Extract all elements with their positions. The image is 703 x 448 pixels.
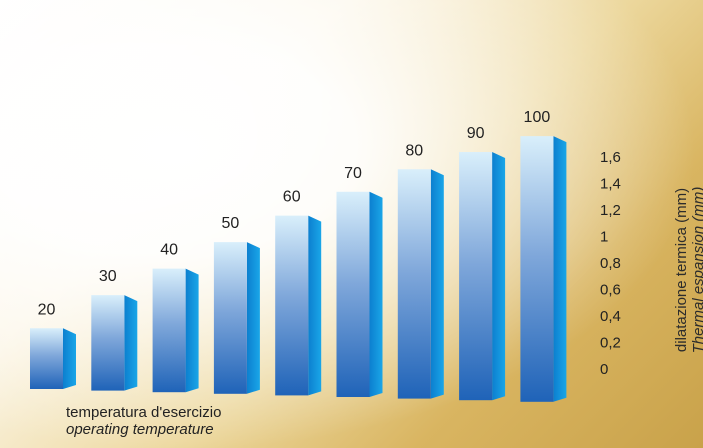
y-tick-label: 0,2: [600, 335, 621, 352]
bar-side: [430, 169, 444, 399]
y-tick-label: 1: [600, 229, 608, 246]
bar-20: 20: [30, 301, 76, 389]
bar-label: 30: [99, 268, 117, 285]
bar-side: [553, 136, 567, 402]
bar-label: 60: [283, 189, 301, 206]
bar-front: [91, 295, 125, 391]
y-tick-label: 1,4: [600, 176, 621, 193]
bar-label: 50: [222, 215, 240, 232]
bar-side: [492, 152, 506, 401]
bar-50: 50: [213, 215, 260, 394]
y-axis-title-italian: dilatazione termica (mm): [673, 187, 690, 353]
bar-60: 60: [275, 189, 322, 396]
bar-front: [459, 152, 493, 401]
bar-side: [308, 215, 322, 396]
x-axis-title-italian: temperatura d'esercizio: [66, 404, 222, 421]
bar-40: 40: [152, 242, 199, 393]
bar-front: [30, 328, 63, 389]
bar-label: 70: [344, 165, 362, 182]
x-axis-title: temperatura d'esercizio operating temper…: [66, 404, 221, 438]
bar-label: 100: [524, 109, 551, 126]
bar-label: 20: [38, 301, 56, 318]
y-tick-label: 1,2: [600, 202, 621, 219]
bar-side: [185, 268, 199, 393]
bar-front: [520, 136, 554, 402]
x-axis-title-english: operating temperature: [66, 421, 214, 438]
y-axis: 0 0,2 0,4 0,6 0,8 1 1,2 1,4 1,6: [600, 149, 621, 378]
bar-front: [397, 169, 431, 399]
y-tick-label: 1,6: [600, 149, 621, 166]
y-tick-label: 0,4: [600, 308, 621, 325]
bar-label: 90: [467, 125, 485, 142]
bar-90: 90: [459, 125, 506, 401]
bar-front: [336, 191, 370, 397]
bar-100: 100: [520, 109, 567, 402]
bar-front: [213, 242, 247, 394]
bar-side: [63, 328, 76, 389]
bar-front: [152, 268, 186, 393]
bar-label: 80: [405, 142, 423, 159]
bar-side: [246, 242, 260, 394]
bar-label: 40: [160, 242, 178, 259]
bar-30: 30: [91, 268, 138, 391]
y-tick-label: 0,6: [600, 282, 621, 299]
bar-side: [124, 295, 138, 391]
y-axis-title-english: Thermal espansion (mm): [690, 186, 703, 354]
y-axis-title: dilatazione termica (mm) Thermal espansi…: [673, 150, 703, 390]
bars-group: 20 30 40 50 60 70 80 90 100: [30, 109, 567, 402]
bar-70: 70: [336, 165, 383, 397]
bar-side: [369, 191, 383, 397]
y-tick-label: 0: [600, 361, 608, 378]
bar-80: 80: [397, 142, 444, 399]
y-tick-label: 0,8: [600, 255, 621, 272]
bar-front: [275, 215, 309, 396]
